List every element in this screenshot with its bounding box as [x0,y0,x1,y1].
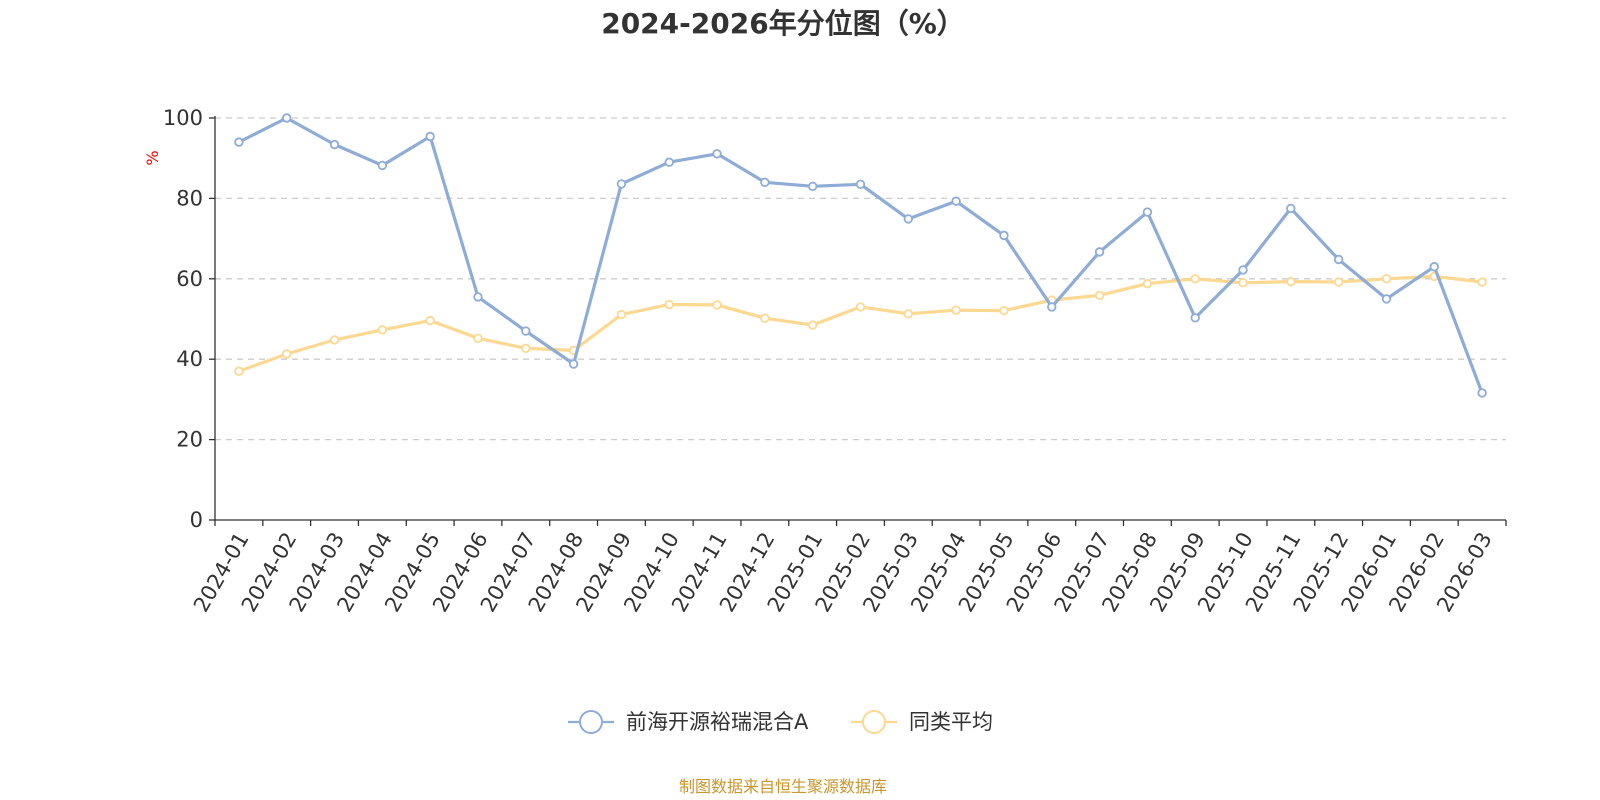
data-point[interactable] [807,181,818,192]
data-point[interactable] [425,315,435,326]
data-point[interactable] [855,302,866,312]
y-tick-label: 0 [190,508,203,532]
grid-lines [215,117,1506,441]
data-point[interactable] [951,196,961,206]
data-point[interactable] [1238,265,1248,275]
y-tick-label: 60 [176,267,203,291]
data-point[interactable] [903,309,914,319]
data-point[interactable] [1333,277,1344,287]
data-point[interactable] [1047,302,1057,312]
data-point[interactable] [999,305,1009,316]
data-point[interactable] [568,359,579,369]
data-point[interactable] [951,305,961,315]
data-point[interactable] [234,137,244,147]
data-point[interactable] [377,160,388,171]
data-point[interactable] [712,149,722,159]
data-point[interactable] [1190,274,1200,284]
data-point[interactable] [521,343,531,354]
data-point[interactable] [425,131,435,142]
data-point[interactable] [1094,290,1105,300]
data-point[interactable] [521,326,531,336]
data-point[interactable] [1286,203,1296,214]
chart-title: 2024-2026年分位图（%） [601,7,965,40]
source-note: 制图数据来自恒生聚源数据库 [679,777,887,796]
data-point[interactable] [616,179,627,189]
data-point[interactable] [664,299,674,310]
data-point[interactable] [1286,276,1296,287]
y-tick-label: 20 [176,428,203,452]
legend-label: 前海开源裕瑞混合A [626,710,809,734]
data-point[interactable] [760,313,770,323]
data-point[interactable] [1477,388,1487,398]
y-tick-label: 40 [176,347,203,371]
y-tick-label: 80 [176,186,203,210]
data-point[interactable] [1381,274,1392,284]
legend-item-2[interactable]: 同类平均 [851,710,993,734]
data-point[interactable] [903,214,914,224]
data-point[interactable] [807,320,818,330]
data-point[interactable] [234,366,244,376]
series-line [238,274,1483,373]
y-tick-label: 100 [163,106,203,130]
legend[interactable]: 前海开源裕瑞混合A 同类平均 [568,710,993,734]
legend-label: 同类平均 [909,710,993,734]
data-point[interactable] [1142,207,1153,217]
data-point[interactable] [1238,278,1248,288]
data-point[interactable] [329,139,340,150]
data-point[interactable] [377,325,388,335]
data-point[interactable] [760,177,770,188]
data-point[interactable] [664,157,674,167]
data-point[interactable] [1190,313,1200,323]
data-point[interactable] [1381,294,1392,304]
data-point[interactable] [1094,247,1105,257]
series-2 [234,271,1487,376]
legend-marker-icon [862,710,886,734]
data-point[interactable] [1333,254,1344,265]
data-point[interactable] [999,230,1009,241]
data-point[interactable] [473,292,483,302]
series-line [238,116,1484,394]
y-axis-unit-label: % [143,150,162,165]
data-point[interactable] [282,113,292,123]
series-layer [234,113,1487,398]
data-point[interactable] [1429,262,1439,272]
data-point[interactable] [616,309,627,320]
legend-marker-icon [579,710,603,734]
data-point[interactable] [473,333,483,343]
data-point[interactable] [1477,277,1487,287]
series-1 [234,113,1487,398]
data-point[interactable] [282,349,292,359]
axes: 0204060801002024-012024-022024-032024-04… [163,106,1507,616]
data-point[interactable] [855,179,866,190]
data-point[interactable] [1142,278,1153,289]
data-point[interactable] [329,335,340,345]
legend-item-1[interactable]: 前海开源裕瑞混合A [568,710,809,734]
data-point[interactable] [712,300,722,310]
